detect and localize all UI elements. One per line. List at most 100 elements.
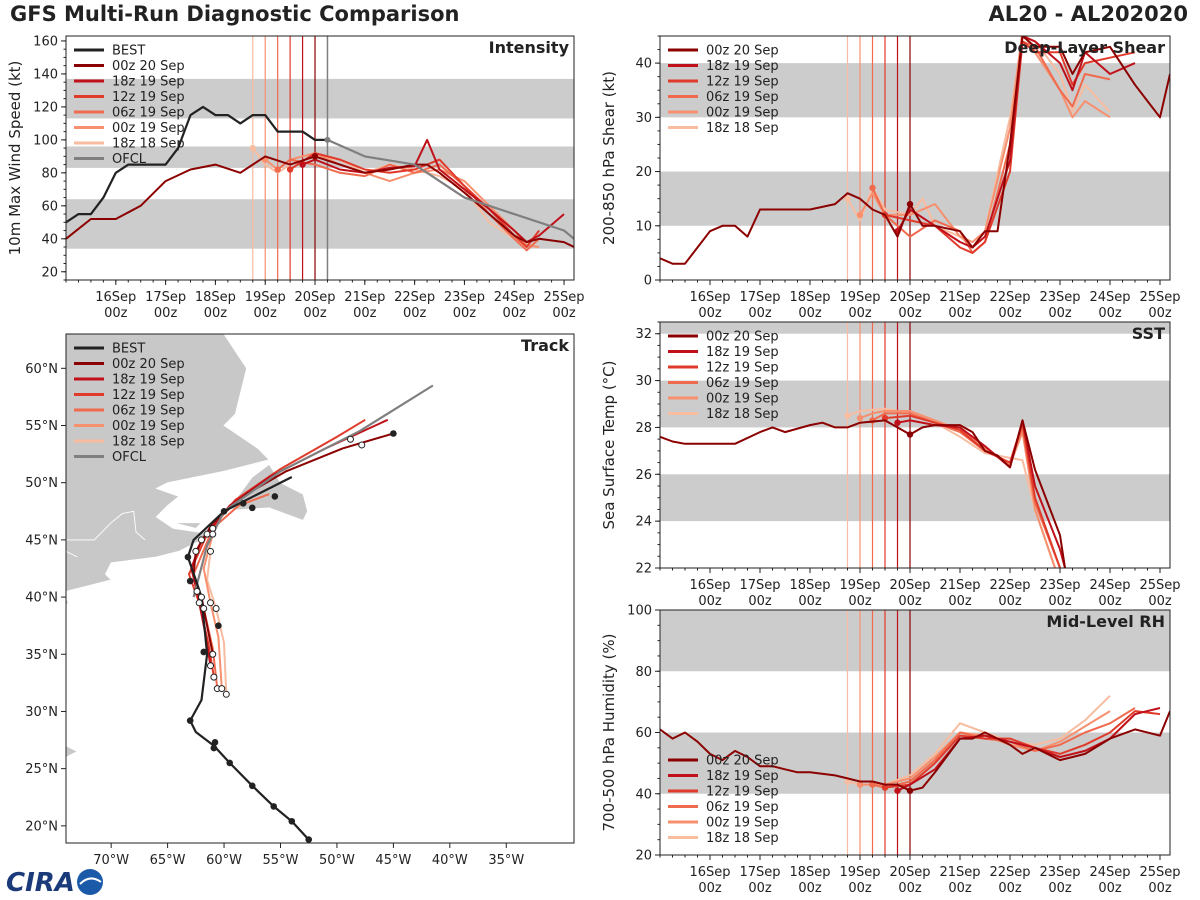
track-series-ofcl [192,384,434,598]
intensity-init-marker-1 [299,161,306,168]
sst-band-0 [660,474,1170,522]
track-ytick-label: 35°N [25,648,58,663]
page-title: GFS Multi-Run Diagnostic Comparison [10,2,460,26]
shear-plot-area [660,36,1170,280]
sst-legend-label: 12z 19 Sep [706,361,779,376]
intensity-init-marker-2 [286,166,294,173]
boundary-line-1 [66,550,78,558]
land-mass-2 [173,522,203,529]
track-best-point [270,803,278,810]
track-best-point [288,817,296,825]
track-title: Track [521,336,569,355]
intensity-series-best [66,105,328,224]
rh-xtick-label: 24Sep [1089,865,1130,880]
sst-legend-label: 18z 18 Sep [706,407,779,422]
rh-xtick-label: 00z [748,881,772,896]
rh-series-18z-19-Sep [897,707,1161,792]
rh-xtick-label: 00z [898,881,922,896]
shear-band-1 [660,63,1170,118]
track-best-point [271,493,279,500]
sst-xtick-label: 00z [1098,594,1122,609]
sst-xtick-label: 00z [998,594,1022,609]
sst-xtick-label: 18Sep [789,578,830,593]
intensity-init-marker-3 [274,166,281,173]
intensity-ofcl-marker [324,136,331,143]
intensity-ytick-label: 40 [41,232,58,247]
rh-xtick-label: 25Sep [1139,865,1180,880]
intensity-init-marker-0 [311,153,319,160]
track-best-point [186,577,194,585]
rh-series-00z-20-Sep [660,710,1170,792]
track-ytick-label: 60°N [25,362,58,377]
rh-ytick-label: 80 [635,665,652,680]
intensity-ytick-label: 160 [33,34,58,49]
rh-xtick-label: 21Sep [939,865,980,880]
sst-xtick-label: 24Sep [1089,578,1130,593]
sst-init-marker-4 [856,414,864,422]
track-legend-label: OFCL [112,450,147,465]
track-run-point [209,530,217,538]
rh-xtick-label: 23Sep [1039,865,1080,880]
track-run-point [193,587,201,595]
sst-xtick-label: 00z [1048,594,1072,609]
shear-xtick-label: 20Sep [889,290,930,305]
shear-legend-label: 12z 19 Sep [706,75,779,90]
intensity-xtick-label: 00z [453,306,477,321]
shear-legend-label: 00z 19 Sep [706,106,779,121]
track-end-point [390,430,397,437]
intensity-band-0 [66,199,574,249]
sst-ytick-label: 30 [635,374,652,389]
intensity-xtick-label: 18Sep [195,290,236,305]
shear-xtick-label: 00z [1148,306,1172,321]
sst-ytick-label: 26 [635,468,652,483]
rh-band-0 [660,732,1170,794]
shear-xtick-label: 00z [998,306,1022,321]
shear-init-marker-4 [856,211,864,219]
intensity-legend-label: 00z 19 Sep [112,121,185,136]
boundary-line-0 [66,510,146,541]
rh-xtick-label: 00z [798,881,822,896]
rh-band-1 [660,610,1170,672]
sst-legend-label: 00z 20 Sep [706,330,779,345]
track-ofcl-point [358,441,366,449]
track-run-point [210,673,218,681]
sst-init-marker-1 [894,419,901,426]
intensity-xtick-label: 00z [104,306,128,321]
track-best-point [215,622,222,629]
land-mass-4 [66,745,79,758]
shear-legend-label: 00z 20 Sep [706,44,779,59]
intensity-xtick-label: 20Sep [294,290,335,305]
rh-series-12z-19-Sep [884,710,1161,789]
track-ytick-label: 40°N [25,591,58,606]
track-legend-label: 12z 19 Sep [112,388,185,403]
intensity-xtick-label: 16Sep [95,290,136,305]
track-legend-label: 00z 20 Sep [112,357,185,372]
intensity-xtick-label: 00z [254,306,278,321]
intensity-xtick-label: 00z [552,306,576,321]
track-ytick-label: 25°N [25,762,58,777]
shear-xtick-label: 00z [748,306,772,321]
track-best-point [184,553,192,561]
intensity-ytick-label: 80 [41,166,58,181]
shear-ytick-label: 20 [635,165,652,180]
track-run-point [218,685,226,693]
track-legend-label: 18z 19 Sep [112,373,185,388]
shear-ytick-label: 10 [635,219,652,234]
rh-xtick-label: 17Sep [739,865,780,880]
track-xtick-label: 35°W [488,853,524,868]
rh-init-marker-1 [894,787,901,794]
track-run-point [212,605,220,613]
intensity-xtick-label: 00z [353,306,377,321]
rh-legend-label: 00z 20 Sep [706,754,779,769]
sst-xtick-label: 00z [798,594,822,609]
sst-ytick-label: 24 [635,515,652,530]
track-run-point [222,690,230,698]
rh-xtick-label: 00z [1048,881,1072,896]
shear-ylabel: 200-850 hPa Shear (kt) [600,71,618,245]
track-ytick-label: 45°N [25,533,58,548]
land-mass-0 [66,334,270,592]
shear-series-06z-19-Sep [871,40,1111,254]
intensity-series-ofcl [327,138,574,240]
shear-legend-label: 18z 18 Sep [706,121,779,136]
shear-xtick-label: 22Sep [989,290,1030,305]
